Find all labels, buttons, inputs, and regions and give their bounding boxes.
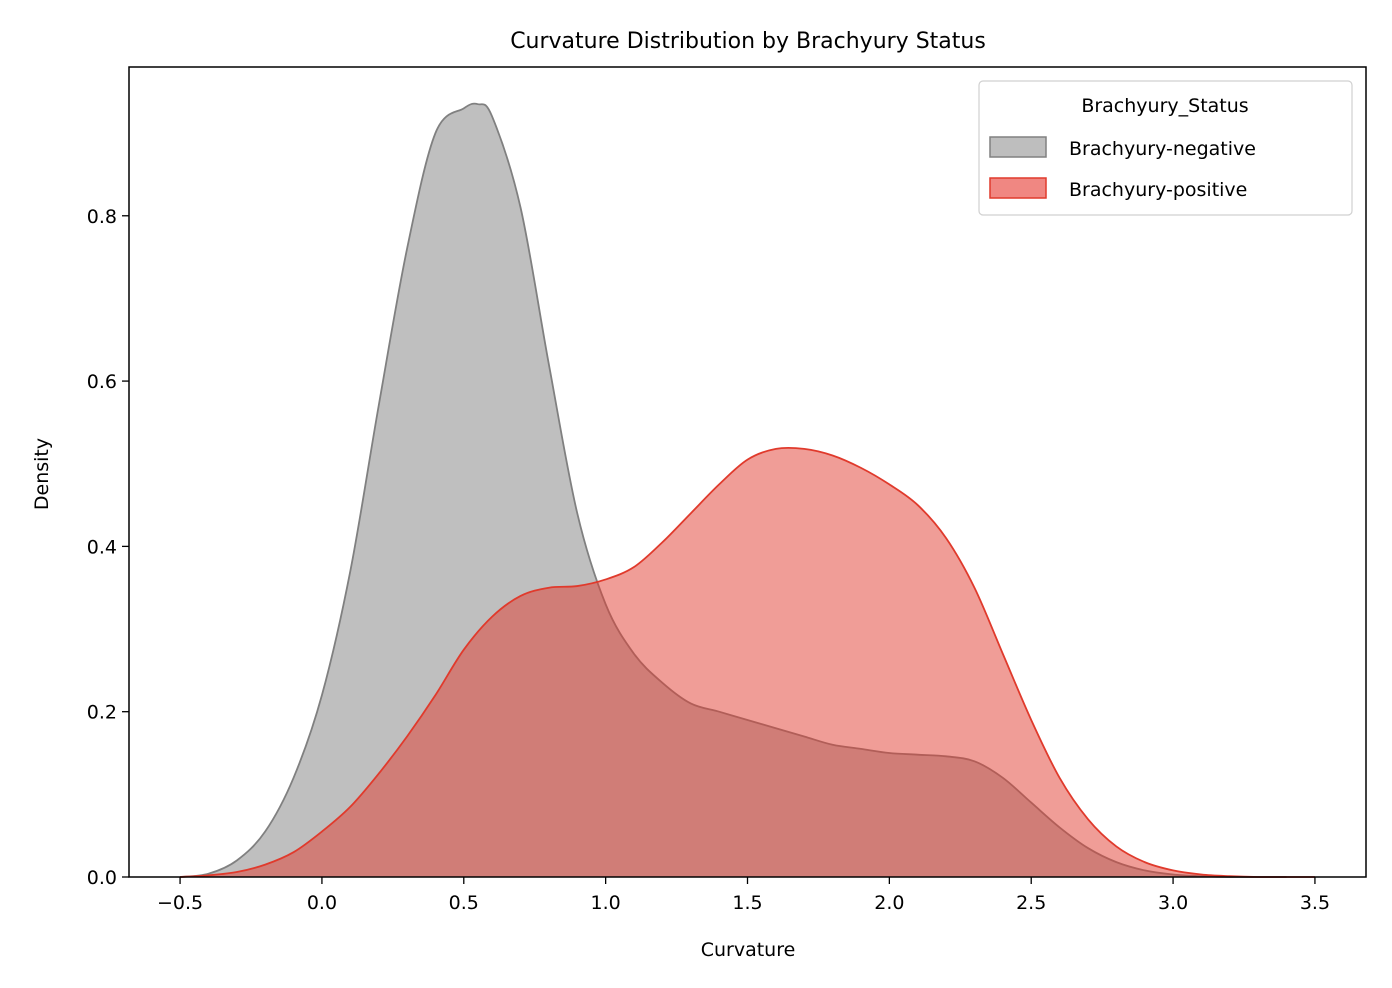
y-tick-label: 0.2	[87, 702, 117, 724]
x-axis-label: Curvature	[701, 939, 796, 961]
density-area-brachyury-positive	[180, 447, 1315, 877]
density-line-brachyury-positive	[180, 446, 1315, 878]
x-tick-label: 2.0	[874, 892, 904, 914]
x-tick-label: 3.5	[1300, 892, 1330, 914]
x-tick-label: 0.5	[449, 892, 479, 914]
y-axis-label: Density	[31, 438, 53, 510]
x-tick-label: 1.5	[732, 892, 762, 914]
x-tick-label: 0.0	[307, 892, 337, 914]
chart-title: Curvature Distribution by Brachyury Stat…	[510, 29, 986, 54]
x-tick-label: 3.0	[1158, 892, 1188, 914]
legend-label-positive: Brachyury-positive	[1069, 179, 1247, 201]
y-tick-label: 0.6	[87, 371, 117, 393]
y-tick-label: 0.8	[87, 206, 117, 228]
y-axis: 0.0 0.2 0.4 0.6 0.8	[87, 206, 129, 889]
x-tick-label: 1.0	[591, 892, 621, 914]
y-tick-label: 0.4	[87, 536, 117, 558]
series-layer	[179, 102, 1315, 878]
legend-box	[978, 80, 1353, 216]
x-tick-label: 2.5	[1016, 892, 1046, 914]
legend-swatch-negative	[989, 136, 1047, 158]
legend-title: Brachyury_Status	[1081, 95, 1248, 117]
legend: Brachyury_Status Brachyury-negative Brac…	[978, 80, 1353, 216]
y-tick-label: 0.0	[87, 867, 117, 889]
x-axis: −0.5 0.0 0.5 1.0 1.5 2.0 2.5 3.0 3.5	[157, 877, 1330, 914]
legend-swatch-positive	[989, 177, 1047, 199]
x-tick-label: −0.5	[157, 892, 203, 914]
plot-area	[128, 66, 1367, 878]
legend-label-negative: Brachyury-negative	[1069, 138, 1256, 160]
